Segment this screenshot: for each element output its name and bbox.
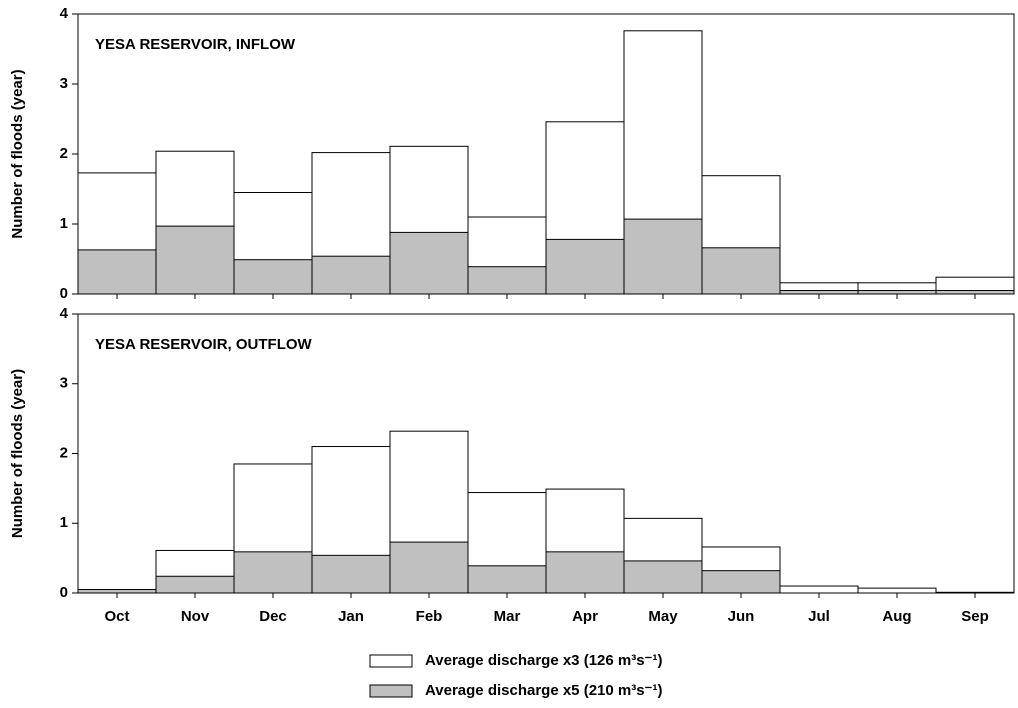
panel-title: YESA RESERVOIR, OUTFLOW bbox=[95, 336, 313, 353]
y-tick-label: 2 bbox=[60, 444, 68, 461]
bar bbox=[857, 290, 937, 295]
x-tick-label: Apr bbox=[572, 608, 598, 625]
bar bbox=[545, 238, 625, 295]
legend-swatch bbox=[369, 684, 413, 698]
x-tick-label: Nov bbox=[181, 608, 210, 625]
bar bbox=[311, 255, 391, 295]
bar bbox=[701, 247, 781, 295]
x-tick-label: Dec bbox=[259, 608, 287, 625]
y-tick-label: 0 bbox=[60, 584, 68, 601]
x-tick-label: Sep bbox=[961, 608, 989, 625]
legend-label: Average discharge x5 (210 m³s⁻¹) bbox=[425, 682, 662, 699]
bar bbox=[623, 218, 703, 295]
bar bbox=[545, 551, 625, 594]
bar bbox=[701, 570, 781, 594]
legend-swatch bbox=[369, 654, 413, 668]
x-tick-label: Jul bbox=[808, 608, 830, 625]
bar bbox=[935, 290, 1015, 295]
x-tick-label: May bbox=[648, 608, 678, 625]
bar bbox=[779, 290, 859, 295]
bar bbox=[155, 575, 235, 594]
bar bbox=[233, 259, 313, 295]
bar bbox=[467, 565, 547, 594]
y-tick-label: 1 bbox=[60, 215, 68, 232]
x-tick-label: Aug bbox=[882, 608, 911, 625]
bar bbox=[467, 266, 547, 295]
y-axis-label: Number of floods (year) bbox=[9, 369, 26, 538]
y-tick-label: 2 bbox=[60, 145, 68, 162]
legend-label: Average discharge x3 (126 m³s⁻¹) bbox=[425, 652, 662, 669]
bar bbox=[623, 560, 703, 594]
y-tick-label: 3 bbox=[60, 75, 68, 92]
x-tick-label: Oct bbox=[104, 608, 129, 625]
bar bbox=[311, 554, 391, 594]
bar bbox=[155, 225, 235, 295]
y-tick-label: 4 bbox=[60, 305, 69, 322]
bar bbox=[389, 541, 469, 594]
bar bbox=[233, 551, 313, 594]
x-tick-label: Jun bbox=[728, 608, 755, 625]
bar bbox=[77, 589, 157, 594]
bar bbox=[389, 231, 469, 295]
y-tick-label: 1 bbox=[60, 514, 68, 531]
panel-title: YESA RESERVOIR, INFLOW bbox=[95, 36, 296, 53]
bar bbox=[857, 587, 937, 594]
y-tick-label: 3 bbox=[60, 375, 68, 392]
y-tick-label: 4 bbox=[60, 5, 69, 22]
bar bbox=[77, 249, 157, 295]
y-axis-label: Number of floods (year) bbox=[9, 69, 26, 238]
x-tick-label: Feb bbox=[416, 608, 443, 625]
x-tick-label: Jan bbox=[338, 608, 364, 625]
bar bbox=[779, 585, 859, 594]
x-tick-label: Mar bbox=[494, 608, 521, 625]
y-tick-label: 0 bbox=[60, 285, 68, 302]
